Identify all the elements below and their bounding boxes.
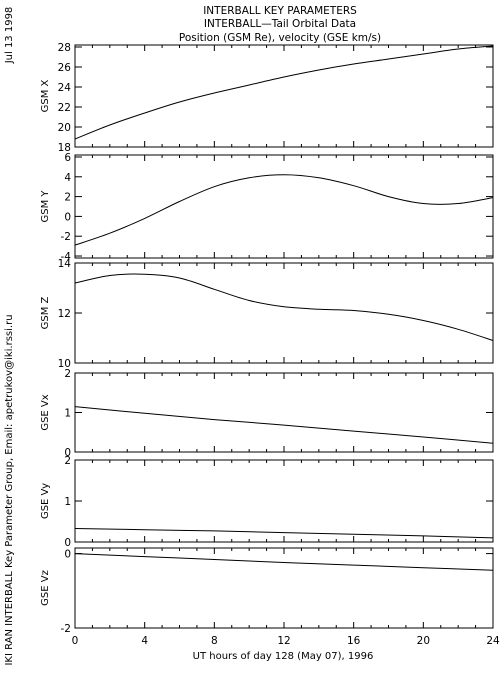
x-tick-label: 0 bbox=[72, 635, 79, 647]
y-tick-label: 12 bbox=[58, 308, 71, 320]
panel-gse-vx: 0 1 2 GSE Vx bbox=[40, 368, 494, 459]
y-tick-label: 0 bbox=[64, 537, 71, 549]
chart-title-line-2: INTERBALL—Tail Orbital Data bbox=[204, 18, 356, 30]
y-tick-label: 4 bbox=[64, 172, 71, 184]
x-axis-label: UT hours of day 128 (May 07), 1996 bbox=[193, 651, 374, 662]
y-axis-label: GSE Vy bbox=[40, 483, 51, 519]
x-tick-label: 24 bbox=[486, 635, 500, 647]
y-tick-label: 0 bbox=[64, 211, 71, 223]
x-tick-label: 12 bbox=[277, 635, 290, 647]
y-tick-label: 2 bbox=[64, 455, 71, 467]
y-axis-label: GSM Y bbox=[40, 190, 51, 223]
y-axis-label: GSM Z bbox=[40, 296, 51, 329]
panel-frame bbox=[74, 44, 494, 148]
y-tick-label: -2 bbox=[61, 623, 71, 635]
y-tick-label: 26 bbox=[58, 62, 72, 74]
y-tick-label: 10 bbox=[58, 358, 71, 370]
chart-title-line-1: INTERBALL KEY PARAMETERS bbox=[203, 5, 357, 17]
chart-title-line-3: Position (GSM Re), velocity (GSE km/s) bbox=[179, 32, 381, 44]
panel-gsm-x: 18 20 22 24 26 28 GSM X bbox=[40, 42, 494, 154]
y-tick-label: 24 bbox=[58, 82, 72, 94]
y-tick-label: 1 bbox=[64, 496, 71, 508]
series-line bbox=[74, 406, 494, 444]
panel-gsm-y: -4 -2 0 2 4 6 GSM Y bbox=[40, 152, 494, 263]
y-tick-label: 2 bbox=[64, 192, 71, 204]
y-tick-label: 6 bbox=[64, 152, 71, 164]
x-tick-label: 8 bbox=[211, 635, 218, 647]
y-tick-label: 18 bbox=[58, 142, 71, 154]
series-line bbox=[74, 174, 494, 246]
y-tick-label: 28 bbox=[58, 42, 71, 54]
y-tick-label: 22 bbox=[58, 102, 71, 114]
y-tick-label: 0 bbox=[64, 447, 71, 459]
series-line bbox=[74, 273, 494, 341]
y-tick-label: 1 bbox=[64, 408, 71, 420]
series-line bbox=[74, 45, 494, 140]
y-axis-label: GSM X bbox=[40, 79, 51, 112]
panel-frame bbox=[74, 547, 494, 629]
y-tick-label: 14 bbox=[58, 258, 72, 270]
panel-gse-vy: 0 1 2 GSE Vy bbox=[40, 455, 494, 549]
panel-frame bbox=[74, 262, 494, 364]
credit-line: IKI RAN INTERBALL Key Parameter Group, E… bbox=[4, 314, 15, 665]
series-line bbox=[74, 528, 494, 539]
y-tick-label: 0 bbox=[64, 549, 71, 561]
y-axis-label: GSE Vx bbox=[40, 394, 51, 430]
panel-gsm-z: 10 12 14 GSM Z bbox=[40, 258, 494, 370]
y-tick-label: -4 bbox=[61, 251, 72, 263]
y-tick-label: 20 bbox=[58, 122, 71, 134]
x-tick-label: 4 bbox=[141, 635, 148, 647]
y-tick-label: 2 bbox=[64, 368, 71, 380]
panel-gse-vz: -2 0 GSE Vz bbox=[40, 547, 494, 635]
x-tick-label: 20 bbox=[417, 635, 430, 647]
date-stamp: Jul 13 1998 bbox=[4, 7, 15, 65]
x-tick-label: 16 bbox=[347, 635, 361, 647]
y-axis-label: GSE Vz bbox=[40, 570, 51, 606]
panel-frame bbox=[74, 154, 494, 259]
series-line bbox=[74, 553, 494, 571]
y-tick-label: -2 bbox=[61, 231, 71, 243]
